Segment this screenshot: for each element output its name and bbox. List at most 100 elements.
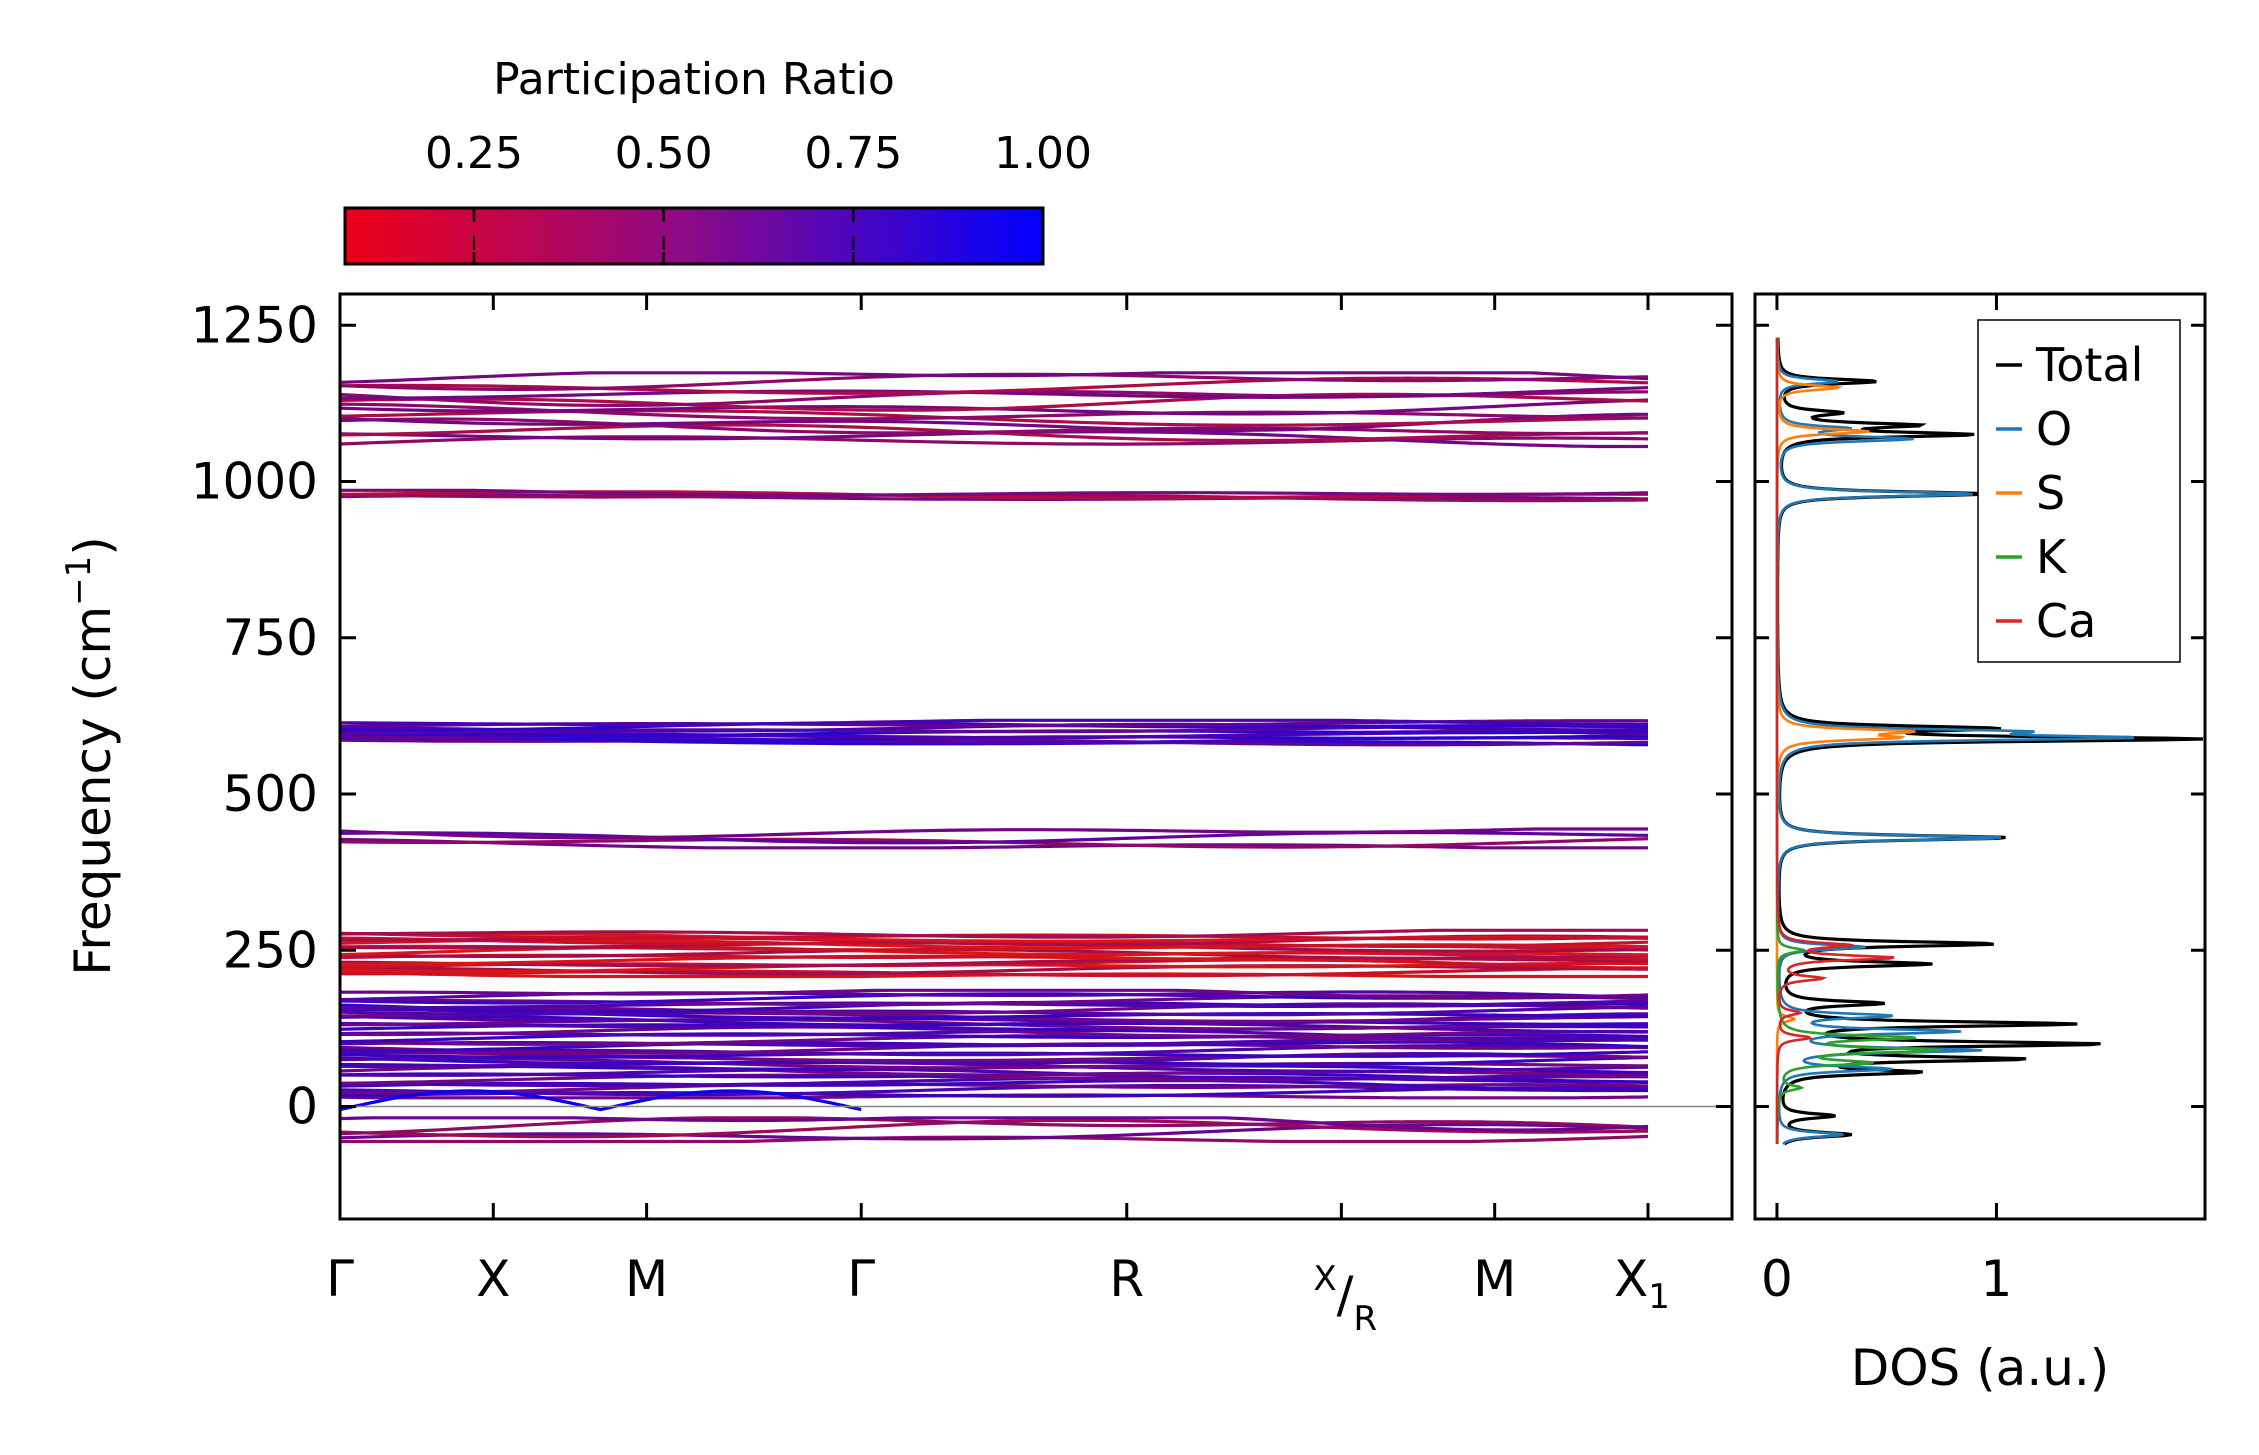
phonon-band (1341, 733, 1649, 740)
phonon-band (1341, 935, 1649, 941)
band-y-tick-label: 0 (286, 1078, 318, 1136)
phonon-band (340, 831, 1342, 845)
dos-y-ticks (1755, 323, 2205, 1108)
kpoint-label-slash: / (1337, 1266, 1354, 1324)
phonon-band (340, 828, 1342, 840)
phonon-band (1341, 729, 1648, 735)
colorbar-tick-label: 1.00 (994, 128, 1092, 179)
phonon-band (340, 488, 1342, 497)
phonon-band (340, 970, 1342, 979)
phonon-band (1341, 993, 1649, 1000)
phonon-band (340, 1116, 1342, 1126)
phonon-band (1341, 375, 1649, 383)
phonon-band (340, 404, 1342, 416)
phonon-band (340, 930, 1342, 939)
phonon-band (340, 990, 1342, 1002)
kpoint-label: M (1473, 1250, 1516, 1308)
phonon-band (1341, 958, 1649, 970)
phonon-band (1341, 497, 1649, 503)
dos-curve-o (1776, 337, 2135, 1146)
phonon-band (340, 837, 1342, 849)
phonon-band (1341, 1095, 1649, 1100)
kpoint-label-r-part: R (1354, 1299, 1378, 1339)
phonon-band (340, 390, 1342, 407)
legend-entries: Total OSK Ca (1996, 338, 2143, 648)
band-lines (340, 371, 1649, 1144)
ylabel-main: Frequency (cm (64, 606, 122, 976)
phonon-band (1341, 827, 1648, 834)
phonon-band (1341, 940, 1649, 948)
phonon-band (1341, 436, 1648, 449)
colorbar-label: Participation Ratio (493, 54, 895, 105)
kpoint-label: Γ (326, 1250, 354, 1308)
phonon-band (1341, 411, 1648, 420)
legend-label: Total (2035, 338, 2143, 392)
kpoint-label: Γ (847, 1250, 875, 1308)
phonon-band (1341, 724, 1649, 729)
phonon-band (340, 988, 1342, 998)
band-axes-frame (338, 292, 1734, 1221)
band-y-tick-label: 1250 (191, 296, 318, 354)
phonon-band (1341, 491, 1649, 496)
phonon-band (340, 430, 1342, 441)
phonon-band (340, 372, 1342, 391)
phonon-band (1341, 1134, 1649, 1144)
band-y-tick-label: 250 (223, 921, 318, 979)
kpoint-label-x-part: X (1313, 1259, 1336, 1299)
phonon-band (1341, 412, 1648, 430)
phonon-band (1341, 1055, 1649, 1067)
kpoint-label: M (625, 1250, 668, 1308)
phonon-band (1341, 973, 1648, 979)
kpoint-label: X1 (1614, 1250, 1670, 1317)
kpoint-label-subscript: 1 (1648, 1277, 1670, 1317)
legend-label: O (2036, 402, 2072, 456)
band-y-tick-label: 750 (223, 609, 318, 667)
phonon-band (1341, 948, 1648, 953)
phonon-band (340, 1000, 1342, 1013)
phonon-band (340, 1118, 1342, 1139)
phonon-band (340, 1009, 1342, 1017)
colorbar-tick-labels: 0.25 0.50 0.75 1.00 (425, 128, 1092, 179)
legend-label: S (2036, 466, 2065, 520)
kpoint-label-main: X (1614, 1250, 1648, 1308)
dos-legend: Total OSK Ca (1977, 319, 2181, 663)
phonon-band (1341, 1081, 1649, 1092)
phonon-band (1341, 398, 1649, 415)
phonon-band (1341, 386, 1649, 399)
phonon-band (340, 371, 1342, 384)
colorbar-tick-label: 0.50 (615, 128, 713, 179)
phonon-band (1341, 928, 1648, 935)
dos-x-axis-label: DOS (a.u.) (1851, 1339, 2110, 1397)
phonon-band (1341, 1073, 1649, 1084)
colorbar: Participation Ratio 0.25 0.50 0.75 1.00 (343, 54, 1092, 266)
legend-label: K (2036, 530, 2068, 584)
phonon-band (1341, 427, 1649, 436)
kpoint-label: X (476, 1250, 510, 1308)
band-y-ticks: 0 250 500 750 1000 1250 (191, 296, 1732, 1136)
phonon-band (340, 417, 1342, 433)
phonon-band (1341, 1033, 1649, 1042)
colorbar-ticks (472, 208, 1045, 264)
phonon-band (1341, 1065, 1649, 1073)
dos-x-tick-label: 0 (1761, 1250, 1793, 1308)
phonon-band (340, 718, 1342, 727)
phonon-band (340, 994, 1342, 1007)
phonon-band (340, 423, 1342, 443)
band-y-tick-label: 1000 (191, 453, 318, 511)
ylabel-superscript: −1 (59, 556, 99, 606)
phonon-band (1341, 718, 1648, 726)
dos-axes-frame (1753, 292, 2207, 1221)
phonon-band (1341, 1126, 1649, 1134)
ylabel-close: ) (64, 536, 122, 556)
band-y-axis-label: Frequency (cm−1) (59, 536, 122, 976)
phonon-band (340, 377, 1342, 395)
phonon-band (1341, 392, 1649, 403)
phonon-band (1341, 740, 1649, 747)
phonon-band (1341, 1040, 1649, 1049)
dos-curve-ca (1775, 337, 1895, 1144)
phonon-band (340, 1038, 1342, 1048)
